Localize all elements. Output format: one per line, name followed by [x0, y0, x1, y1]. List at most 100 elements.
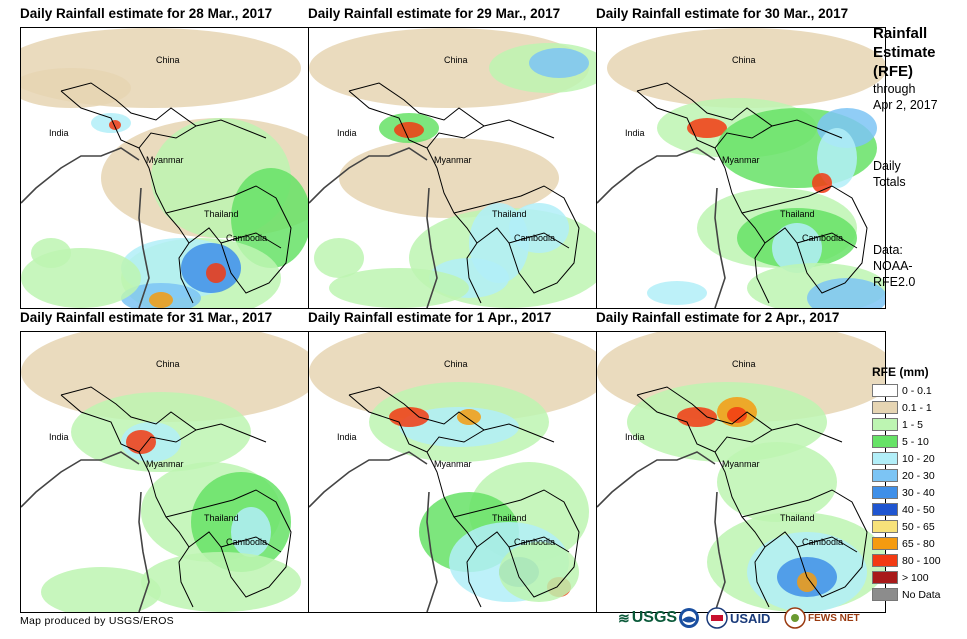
- usgs-logo-text: USGS: [631, 609, 678, 626]
- legend-swatch: [872, 418, 898, 431]
- rainfall-area: [647, 281, 707, 305]
- legend-label: No Data: [902, 588, 941, 601]
- legend-swatch: [872, 384, 898, 397]
- country-label-myanmar: Myanmar: [434, 155, 472, 165]
- country-label-india: India: [337, 128, 357, 138]
- rainfall-area: [457, 409, 481, 425]
- rainfall-area: [206, 263, 226, 283]
- country-label-cambodia: Cambodia: [802, 233, 843, 243]
- legend-label: 65 - 80: [902, 537, 935, 550]
- rainfall-area: [817, 128, 857, 188]
- noaa-seal-icon: [679, 608, 699, 628]
- legend-label: 5 - 10: [902, 435, 929, 448]
- panel-title: Daily Rainfall estimate for 30 Mar., 201…: [596, 6, 849, 21]
- legend-swatch: [872, 503, 898, 516]
- country-label-myanmar: Myanmar: [146, 459, 184, 469]
- panel-title: Daily Rainfall estimate for 29 Mar., 201…: [308, 6, 561, 21]
- legend-item: No Data: [872, 586, 964, 603]
- country-label-thailand: Thailand: [204, 209, 239, 219]
- fewsnet-seal-icon: [784, 607, 806, 629]
- panel-title: Daily Rainfall estimate for 2 Apr., 2017: [596, 310, 840, 325]
- map-canvas: China India Myanmar Thailand Cambodia: [597, 332, 885, 612]
- panel-title: Daily Rainfall estimate for 1 Apr., 2017: [308, 310, 552, 325]
- rainfall-area: [339, 138, 559, 218]
- usaid-logo-text: USAID: [730, 610, 771, 626]
- rainfall-area: [717, 442, 837, 522]
- rainfall-map: China India Myanmar Thailand Cambodia: [596, 331, 886, 613]
- country-label-india: India: [49, 432, 69, 442]
- rainfall-area: [509, 203, 569, 253]
- country-label-india: India: [49, 128, 69, 138]
- country-label-china: China: [444, 55, 468, 65]
- daily-label: Daily: [873, 159, 901, 173]
- legend-swatch: [872, 486, 898, 499]
- country-borders: [636, 82, 868, 304]
- legend-label: 30 - 40: [902, 486, 935, 499]
- fewsnet-logo-text: FEWS NET: [808, 612, 860, 624]
- rainfall-map: China India Myanmar Thailand Cambodia: [308, 27, 598, 309]
- legend-item: 50 - 65: [872, 518, 964, 535]
- legend-item: 30 - 40: [872, 484, 964, 501]
- legend-item: 5 - 10: [872, 433, 964, 450]
- map-canvas: China India Myanmar Thailand Cambodia: [21, 28, 309, 308]
- legend-label: 10 - 20: [902, 452, 935, 465]
- rainfall-area: [329, 268, 469, 308]
- country-label-cambodia: Cambodia: [514, 537, 555, 547]
- coastline: [21, 451, 150, 612]
- legend-swatch: [872, 435, 898, 448]
- country-label-myanmar: Myanmar: [722, 155, 760, 165]
- country-label-cambodia: Cambodia: [226, 233, 267, 243]
- rainfall-area: [394, 122, 424, 138]
- through-label: through: [873, 82, 916, 96]
- country-borders: [348, 386, 580, 608]
- usgs-logo: ≋ USGS: [618, 609, 678, 626]
- legend-label: 1 - 5: [902, 418, 924, 431]
- panel-title: Daily Rainfall estimate for 28 Mar., 201…: [20, 6, 273, 21]
- country-label-thailand: Thailand: [492, 209, 527, 219]
- country-borders: [60, 82, 292, 304]
- map-credit: Map produced by USGS/EROS: [20, 615, 174, 627]
- country-borders: [348, 82, 580, 304]
- map-canvas: China India Myanmar Thailand Cambodia: [21, 332, 309, 612]
- legend-swatch: [872, 588, 898, 601]
- legend-item: 65 - 80: [872, 535, 964, 552]
- rainfall-map: China India Myanmar Thailand Cambodia: [20, 331, 310, 613]
- legend-swatch: [872, 452, 898, 465]
- rainfall-area: [772, 223, 822, 273]
- rainfall-map: China India Myanmar Thailand Cambodia: [596, 27, 886, 309]
- legend-swatch: [872, 469, 898, 482]
- legend-swatch: [872, 537, 898, 550]
- country-label-myanmar: Myanmar: [146, 155, 184, 165]
- country-label-myanmar: Myanmar: [722, 459, 760, 469]
- rainfall-area: [677, 407, 717, 427]
- country-borders: [60, 386, 292, 608]
- rainfall-area: [727, 407, 747, 423]
- country-label-cambodia: Cambodia: [226, 537, 267, 547]
- country-label-india: India: [625, 432, 645, 442]
- rainfall-area: [149, 292, 173, 308]
- rainfall-map: China India Myanmar Thailand Cambodia: [20, 27, 310, 309]
- map-canvas: China India Myanmar Thailand Cambodia: [309, 28, 597, 308]
- legend-swatch: [872, 554, 898, 567]
- noaa-logo: [678, 606, 700, 630]
- country-label-myanmar: Myanmar: [434, 459, 472, 469]
- rainfall-area: [529, 48, 589, 78]
- coastline: [309, 147, 438, 308]
- rainfall-area: [21, 332, 309, 422]
- country-borders: [636, 386, 868, 608]
- map-canvas: China India Myanmar Thailand Cambodia: [309, 332, 597, 612]
- country-label-china: China: [156, 55, 180, 65]
- legend-item: 0.1 - 1: [872, 399, 964, 416]
- country-label-thailand: Thailand: [780, 209, 815, 219]
- country-label-cambodia: Cambodia: [802, 537, 843, 547]
- legend-label: 40 - 50: [902, 503, 935, 516]
- coastline: [309, 451, 438, 612]
- legend-item: 80 - 100: [872, 552, 964, 569]
- coastline: [597, 147, 726, 308]
- legend-swatch: [872, 571, 898, 584]
- fewsnet-logo: FEWS NET: [784, 606, 860, 630]
- rainfall-area: [126, 430, 156, 454]
- rainfall-area: [41, 567, 161, 612]
- side-title-2: Estimate: [873, 44, 936, 61]
- through-date: Apr 2, 2017: [873, 98, 938, 112]
